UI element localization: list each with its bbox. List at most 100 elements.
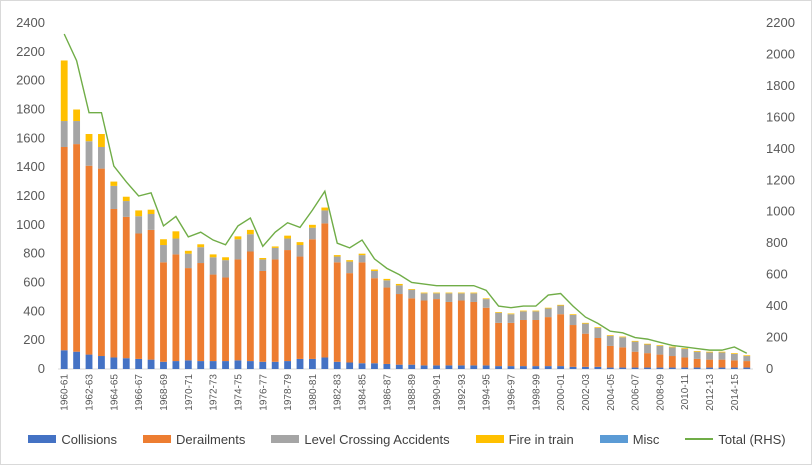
bar-collisions bbox=[420, 365, 428, 369]
bar-derailments bbox=[222, 277, 229, 362]
bar-fire-in-train bbox=[346, 260, 354, 262]
bar-level-crossing-accidents bbox=[234, 239, 242, 260]
bar-derailments bbox=[371, 278, 378, 364]
legend-item: Collisions bbox=[28, 432, 117, 447]
y-right-tick-label: 1800 bbox=[766, 78, 795, 93]
bar-collisions bbox=[321, 357, 329, 369]
bar-fire-in-train bbox=[60, 60, 68, 122]
bar-level-crossing-accidents bbox=[544, 308, 552, 318]
bar-level-crossing-accidents bbox=[284, 238, 292, 251]
bar-fire-in-train bbox=[284, 235, 292, 239]
y-left-tick-label: 1800 bbox=[16, 102, 45, 117]
bar-derailments bbox=[135, 233, 143, 359]
bar-collisions bbox=[569, 366, 577, 369]
bar-fire-in-train bbox=[606, 335, 614, 336]
bar-level-crossing-accidents bbox=[408, 289, 416, 299]
bar-fire-in-train bbox=[631, 340, 639, 342]
bar-derailments bbox=[507, 322, 515, 367]
x-tick-label: 2010-11 bbox=[680, 374, 691, 410]
legend-swatch bbox=[28, 435, 57, 443]
bar-derailments bbox=[470, 301, 478, 366]
y-right-tick-label: 1000 bbox=[766, 204, 795, 219]
bar-fire-in-train bbox=[730, 353, 738, 354]
x-tick-label: 1996-97 bbox=[506, 374, 517, 411]
bar-derailments bbox=[569, 325, 577, 367]
bar-collisions bbox=[594, 366, 602, 369]
x-tick-label: 1974-75 bbox=[233, 374, 244, 411]
bar-collisions bbox=[681, 367, 689, 369]
x-tick-label: 1982-83 bbox=[333, 374, 344, 411]
bar-collisions bbox=[110, 357, 118, 369]
bar-level-crossing-accidents bbox=[656, 345, 664, 355]
bar-fire-in-train bbox=[706, 351, 713, 353]
bar-fire-in-train bbox=[408, 288, 416, 290]
bar-level-crossing-accidents bbox=[433, 293, 440, 300]
bar-level-crossing-accidents bbox=[346, 261, 354, 274]
bar-collisions bbox=[60, 350, 68, 369]
x-tick-label: 1984-85 bbox=[358, 374, 369, 411]
bar-derailments bbox=[408, 298, 416, 365]
bar-derailments bbox=[693, 358, 701, 368]
bar-level-crossing-accidents bbox=[495, 312, 502, 323]
bar-derailments bbox=[582, 333, 589, 367]
bar-level-crossing-accidents bbox=[668, 347, 676, 357]
bar-derailments bbox=[160, 262, 167, 362]
bar-collisions bbox=[371, 363, 378, 369]
bar-collisions bbox=[582, 366, 589, 369]
bar-collisions bbox=[147, 359, 155, 369]
legend-item: Derailments bbox=[143, 432, 245, 447]
bar-level-crossing-accidents bbox=[445, 293, 453, 302]
y-right-tick-label: 1400 bbox=[766, 141, 795, 156]
bar-fire-in-train bbox=[209, 254, 217, 258]
bar-level-crossing-accidents bbox=[209, 257, 217, 275]
chart-plot: 0200400600800100012001400160018002000220… bbox=[16, 15, 795, 411]
y-right-tick-label: 1600 bbox=[766, 109, 795, 124]
bar-fire-in-train bbox=[259, 257, 267, 260]
bar-derailments bbox=[122, 216, 130, 359]
y-right-tick-label: 2000 bbox=[766, 46, 795, 61]
bar-level-crossing-accidents bbox=[557, 305, 565, 315]
bar-level-crossing-accidents bbox=[259, 259, 267, 271]
x-tick-label: 1978-79 bbox=[283, 374, 294, 411]
y-left-tick-label: 1600 bbox=[16, 130, 45, 145]
bar-collisions bbox=[544, 366, 552, 369]
bar-level-crossing-accidents bbox=[296, 245, 304, 257]
bar-derailments bbox=[445, 301, 453, 366]
y-left-tick-label: 1400 bbox=[16, 159, 45, 174]
bar-derailments bbox=[309, 239, 316, 359]
x-tick-label: 1962-63 bbox=[85, 374, 96, 411]
bar-fire-in-train bbox=[433, 292, 440, 294]
bar-derailments bbox=[656, 354, 664, 368]
bar-level-crossing-accidents bbox=[470, 293, 478, 302]
bar-level-crossing-accidents bbox=[606, 335, 614, 346]
bar-fire-in-train bbox=[668, 346, 676, 348]
bar-collisions bbox=[532, 366, 540, 369]
bar-fire-in-train bbox=[544, 307, 552, 309]
bar-level-crossing-accidents bbox=[122, 201, 130, 217]
legend-label: Level Crossing Accidents bbox=[304, 431, 450, 447]
bar-derailments bbox=[184, 268, 192, 361]
x-tick-label: 1972-73 bbox=[209, 374, 220, 411]
bar-collisions bbox=[209, 361, 217, 369]
bar-collisions bbox=[470, 365, 478, 369]
bar-derailments bbox=[172, 254, 180, 362]
bar-derailments bbox=[346, 273, 354, 363]
legend-label: Misc bbox=[632, 431, 660, 447]
bar-collisions bbox=[606, 367, 614, 369]
bar-fire-in-train bbox=[371, 269, 378, 271]
bar-fire-in-train bbox=[383, 278, 391, 281]
bar-collisions bbox=[383, 363, 391, 369]
y-left-tick-label: 600 bbox=[23, 275, 45, 290]
bar-derailments bbox=[246, 251, 254, 362]
bar-fire-in-train bbox=[656, 345, 664, 346]
legend-item: Fire in train bbox=[475, 432, 574, 447]
bar-collisions bbox=[135, 358, 143, 369]
bar-level-crossing-accidents bbox=[569, 314, 577, 326]
bar-derailments bbox=[730, 360, 738, 368]
x-tick-label: 1994-95 bbox=[482, 374, 493, 411]
bar-level-crossing-accidents bbox=[594, 327, 602, 339]
bar-collisions bbox=[172, 361, 180, 369]
bar-fire-in-train bbox=[321, 207, 329, 211]
bar-level-crossing-accidents bbox=[197, 247, 205, 264]
bar-collisions bbox=[395, 364, 403, 369]
